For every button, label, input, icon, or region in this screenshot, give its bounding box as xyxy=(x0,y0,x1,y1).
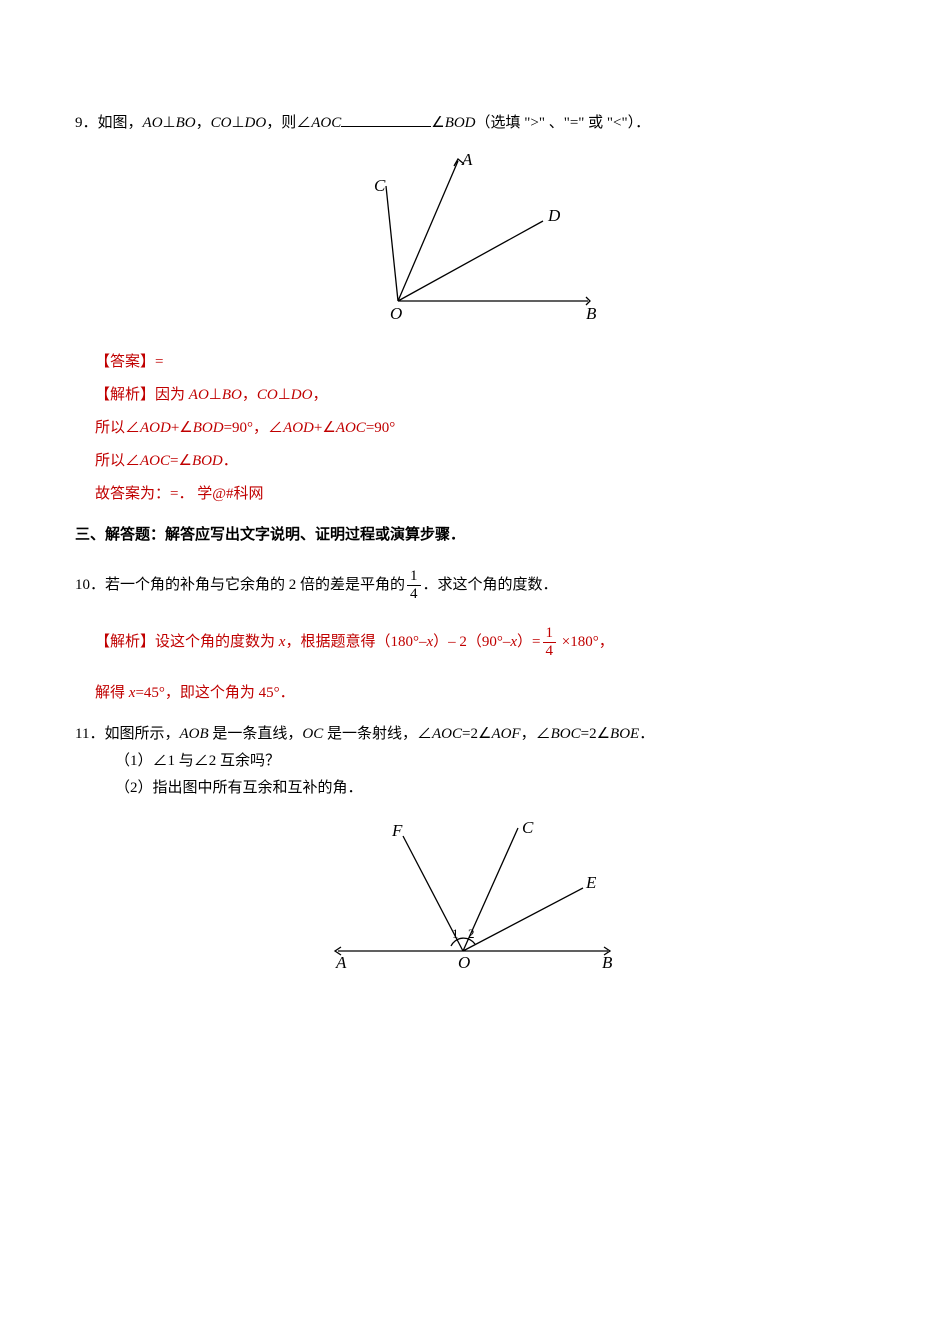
q9-number: 9． xyxy=(75,115,98,131)
problem-11: 11．如图所示，AOB 是一条直线，OC 是一条射线，∠AOC=2∠AOF，∠B… xyxy=(75,721,860,986)
svg-text:B: B xyxy=(586,304,597,321)
q10-text: 10．若一个角的补角与它余角的 2 倍的差是平角的14．求这个角的度数． xyxy=(75,567,860,603)
svg-text:E: E xyxy=(585,873,597,892)
q11-number: 11． xyxy=(75,726,104,742)
svg-text:2: 2 xyxy=(468,926,475,941)
svg-text:O: O xyxy=(390,304,402,321)
svg-text:C: C xyxy=(374,176,386,195)
q9-answer: 【答案】= 【解析】因为 AO⊥BO，CO⊥DO， 所以∠AOD+∠BOD=90… xyxy=(95,349,860,508)
section-3-heading: 三、解答题：解答应写出文字说明、证明过程或演算步骤． xyxy=(75,522,860,549)
svg-text:D: D xyxy=(547,206,561,225)
q9-figure: A C D O B xyxy=(75,151,860,331)
svg-text:A: A xyxy=(461,151,473,169)
q10-number: 10． xyxy=(75,577,105,593)
fill-blank xyxy=(341,112,431,127)
q10-answer: 【解析】设这个角的度数为 x，根据题意得（180°–x）– 2（90°–x）=1… xyxy=(95,623,860,707)
svg-text:1: 1 xyxy=(452,926,459,941)
q9-text: 9．如图，AO⊥BO，CO⊥DO，则∠AOC∠BOD（选填 ">" 、"=" 或… xyxy=(75,110,860,137)
q11-figure: F C E A O B 1 2 xyxy=(75,816,860,986)
svg-text:B: B xyxy=(602,953,613,972)
q11-text: 11．如图所示，AOB 是一条直线，OC 是一条射线，∠AOC=2∠AOF，∠B… xyxy=(75,721,860,748)
problem-10: 10．若一个角的补角与它余角的 2 倍的差是平角的14．求这个角的度数． 【解析… xyxy=(75,567,860,707)
svg-text:C: C xyxy=(522,818,534,837)
svg-text:O: O xyxy=(458,953,470,972)
svg-text:A: A xyxy=(335,953,347,972)
fraction-1-4b: 14 xyxy=(543,626,557,659)
q11-sub1: （1）∠1 与∠2 互余吗？ xyxy=(115,748,860,775)
q9-svg: A C D O B xyxy=(338,151,598,321)
fraction-1-4: 14 xyxy=(407,569,421,602)
svg-text:F: F xyxy=(391,821,403,840)
q11-sub2: （2）指出图中所有互余和互补的角． xyxy=(115,775,860,802)
q11-svg: F C E A O B 1 2 xyxy=(308,816,628,976)
problem-9: 9．如图，AO⊥BO，CO⊥DO，则∠AOC∠BOD（选填 ">" 、"=" 或… xyxy=(75,110,860,508)
